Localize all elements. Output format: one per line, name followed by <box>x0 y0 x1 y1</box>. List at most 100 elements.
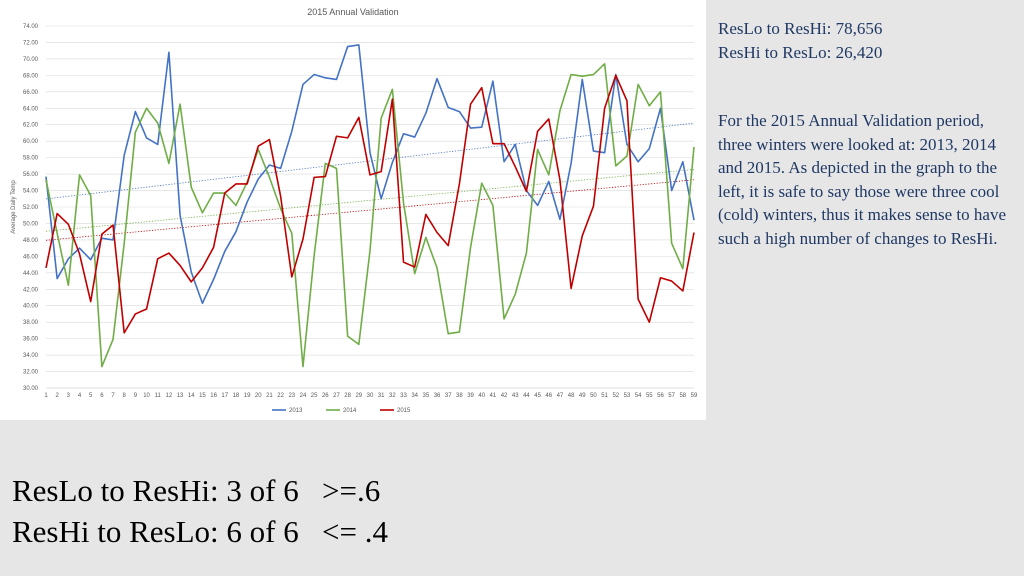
x-tick-label: 39 <box>467 393 474 399</box>
y-tick-label: 48.00 <box>23 238 39 244</box>
y-tick-label: 50.00 <box>23 221 39 227</box>
x-tick-label: 37 <box>445 393 452 399</box>
x-tick-label: 25 <box>311 393 318 399</box>
x-tick-label: 20 <box>255 393 262 399</box>
x-tick-label: 21 <box>266 393 273 399</box>
x-tick-label: 51 <box>601 393 608 399</box>
y-tick-label: 58.00 <box>23 156 39 162</box>
x-tick-label: 23 <box>288 393 295 399</box>
side-stats: ResLo to ResHi: 78,656 ResHi to ResLo: 2… <box>718 17 1013 64</box>
x-tick-label: 54 <box>635 393 642 399</box>
x-tick-label: 7 <box>111 393 115 399</box>
trendline-2014 <box>45 169 695 232</box>
line-chart: 2015 Annual Validation 30.0032.0034.0036… <box>11 7 698 414</box>
chart-panel: 2015 Annual Validation 30.00 32.00 34.00 36… <box>0 0 706 420</box>
x-tick-label: 10 <box>143 393 150 399</box>
x-tick-label: 8 <box>123 393 127 399</box>
legend-label-2013: 2013 <box>289 408 303 414</box>
trendline-2013 <box>45 122 695 200</box>
series-line-2015 <box>45 74 695 334</box>
x-tick-label: 11 <box>155 393 162 399</box>
summary-block: ResLo to ResHi: 3 of 6 >=.6 ResHi to Res… <box>12 470 388 552</box>
y-tick-label: 42.00 <box>23 287 39 293</box>
y-tick-label: 44.00 <box>23 271 39 277</box>
x-tick-label: 32 <box>389 393 396 399</box>
y-tick-label: 40.00 <box>23 304 39 310</box>
x-tick-label: 31 <box>378 393 385 399</box>
x-tick-label: 14 <box>188 393 195 399</box>
x-tick-label: 33 <box>400 393 407 399</box>
y-tick-label: 64.00 <box>23 106 39 112</box>
y-tick-label: 56.00 <box>23 172 39 178</box>
y-tick-label: 72.00 <box>23 40 39 46</box>
x-tick-label: 47 <box>557 393 564 399</box>
x-tick-label: 18 <box>233 393 240 399</box>
x-tick-label: 16 <box>210 393 217 399</box>
x-tick-label: 13 <box>177 393 184 399</box>
y-tick-label: 74.00 <box>23 24 39 30</box>
x-tick-label: 35 <box>423 393 430 399</box>
x-tick-label: 59 <box>691 393 698 399</box>
y-tick-label: 38.00 <box>23 320 39 326</box>
x-tick-label: 4 <box>78 393 82 399</box>
x-tick-label: 12 <box>166 393 173 399</box>
x-tick-label: 1 <box>44 393 48 399</box>
y-tick-label: 70.00 <box>23 57 39 63</box>
y-tick-label: 60.00 <box>23 139 39 145</box>
x-tick-label: 42 <box>501 393 508 399</box>
x-tick-label: 27 <box>333 393 340 399</box>
x-tick-label: 45 <box>534 393 541 399</box>
x-tick-label: 6 <box>100 393 104 399</box>
series-line-2014 <box>45 63 695 368</box>
x-tick-label: 55 <box>646 393 653 399</box>
x-tick-label: 56 <box>657 393 664 399</box>
x-tick-label: 24 <box>300 393 307 399</box>
chart-title: 2015 Annual Validation <box>307 7 398 17</box>
y-tick-label: 66.00 <box>23 90 39 96</box>
y-tick-label: 68.00 <box>23 73 39 79</box>
y-tick-label: 32.00 <box>23 370 39 376</box>
y-tick-label: 46.00 <box>23 254 39 260</box>
x-tick-label: 26 <box>322 393 329 399</box>
x-tick-label: 34 <box>411 393 418 399</box>
x-tick-label: 19 <box>244 393 251 399</box>
trendline-2015 <box>45 179 695 241</box>
x-tick-label: 52 <box>612 393 619 399</box>
y-tick-label: 54.00 <box>23 189 39 195</box>
description-text: For the 2015 Annual Validation period, t… <box>718 111 1006 248</box>
x-tick-label: 3 <box>67 393 71 399</box>
x-tick-label: 50 <box>590 393 597 399</box>
x-tick-label: 49 <box>579 393 586 399</box>
x-tick-label: 30 <box>367 393 374 399</box>
x-tick-label: 48 <box>568 393 575 399</box>
x-tick-label: 41 <box>490 393 497 399</box>
y-tick-label: 36.00 <box>23 337 39 343</box>
x-tick-label: 57 <box>668 393 675 399</box>
x-tick-label: 28 <box>344 393 351 399</box>
x-tick-label: 38 <box>456 393 463 399</box>
x-tick-label: 22 <box>277 393 284 399</box>
y-tick-label: 52.00 <box>23 205 39 211</box>
x-tick-label: 29 <box>355 393 362 399</box>
summary-reshi-to-reslo: ResHi to ResLo: 6 of 6 <= .4 <box>12 514 388 549</box>
x-tick-label: 40 <box>478 393 485 399</box>
legend-label-2014: 2014 <box>343 408 357 414</box>
y-tick-label: 30.00 <box>23 386 39 392</box>
x-tick-label: 9 <box>134 393 138 399</box>
reshi-to-reslo-count: ResHi to ResLo: 26,420 <box>718 42 883 62</box>
x-tick-label: 58 <box>679 393 686 399</box>
x-tick-label: 2 <box>56 393 60 399</box>
legend-label-2015: 2015 <box>397 408 411 414</box>
x-tick-label: 53 <box>624 393 631 399</box>
x-tick-label: 44 <box>523 393 530 399</box>
summary-reslo-to-reshi: ResLo to ResHi: 3 of 6 >=.6 <box>12 473 381 508</box>
y-tick-label: 62.00 <box>23 123 39 129</box>
y-tick-label: 34.00 <box>23 353 39 359</box>
reslo-to-reshi-count: ResLo to ResHi: 78,656 <box>718 19 883 38</box>
x-tick-label: 43 <box>512 393 519 399</box>
x-tick-label: 46 <box>545 393 552 399</box>
x-tick-label: 15 <box>199 393 206 399</box>
x-tick-label: 5 <box>89 393 93 399</box>
series-line-2013 <box>45 44 695 305</box>
x-tick-label: 36 <box>434 393 441 399</box>
